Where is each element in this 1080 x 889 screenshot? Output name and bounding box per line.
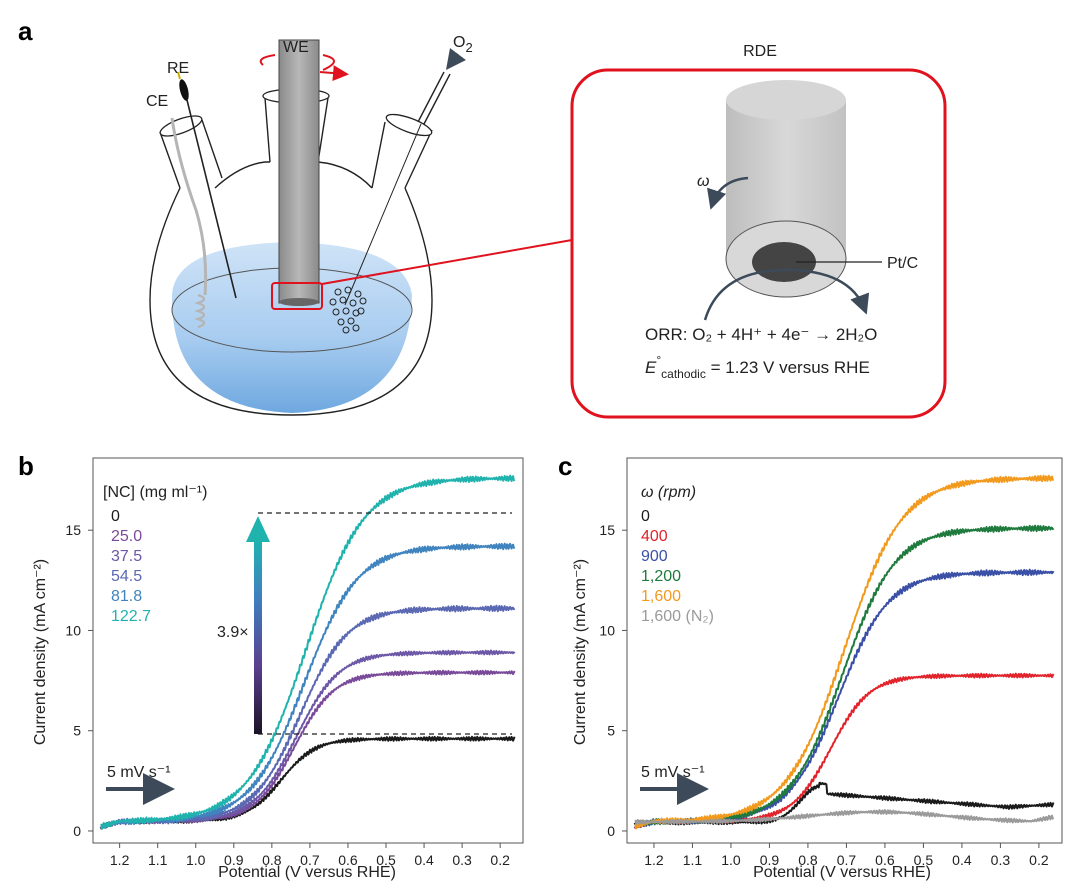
orr-equation: ORR: O₂ + 4H⁺ + 4e⁻ → 2H₂O: [645, 325, 877, 344]
legend-c-title: ω (rpm): [641, 484, 696, 501]
plot-frame-b: [92, 457, 524, 844]
chart-b-ylabel: Current density (mA cm⁻²): [32, 559, 49, 745]
x-tick-label-c-3: 0.9: [760, 852, 780, 868]
legend-c-entry-3: 1,200: [641, 568, 681, 585]
y-tick-label-c-0: 0: [607, 823, 615, 839]
electrode-tip-highlight: [271, 282, 323, 310]
x-tick-label-b-2: 1.0: [186, 852, 206, 868]
x-tick-label-c-1: 1.1: [683, 852, 703, 868]
we-label: WE: [283, 39, 309, 56]
re-label: RE: [167, 60, 189, 77]
panel-a-letter: a: [18, 16, 33, 46]
legend-c-entry-0: 0: [641, 508, 650, 525]
y-tick-label-c-1: 5: [607, 723, 615, 739]
chart-b: 1.2 1.1 1.0 0.9 0.8 0.7 0.6 0.5 0.4 0.3 0.2 0 5 10 15: [65, 457, 524, 868]
ptc-label: Pt/C: [887, 255, 918, 272]
panel-b-letter: b: [18, 451, 34, 481]
y-tick-label-b-1: 5: [73, 723, 81, 739]
flow-arrow: [703, 268, 870, 321]
legend-b-entry-4: 81.8: [111, 588, 142, 605]
rotation-arrow: [259, 54, 335, 71]
omega-label: ω: [697, 173, 709, 190]
enhancement-arrow: 3.9×: [217, 512, 512, 735]
x-tick-label-c-9: 0.3: [991, 852, 1011, 868]
x-tick-label-b-5: 0.7: [300, 852, 320, 868]
x-tick-label-c-0: 1.2: [644, 852, 664, 868]
series-c-0: [633, 781, 1055, 826]
legend-b-entry-1: 25.0: [111, 528, 142, 545]
scan-rate-b: 5 mV s⁻¹: [106, 764, 175, 805]
x-tick-label-c-7: 0.5: [914, 852, 934, 868]
series-c-5: [634, 809, 1055, 825]
working-electrode-rod: [271, 39, 323, 310]
rde-inset: RDE Pt/C ω ORR: O₂ + 4H⁺ + 4e⁻ → 2H₂O E°…: [570, 43, 947, 419]
x-tick-label-b-9: 0.3: [452, 852, 472, 868]
counter-electrode: [170, 117, 208, 329]
series-b-5: [100, 474, 516, 830]
x-tick-label-c-6: 0.6: [875, 852, 895, 868]
legend-c-entry-2: 900: [641, 548, 668, 565]
legend-c-entry-1: 400: [641, 528, 668, 545]
x-tick-label-b-8: 0.4: [414, 852, 434, 868]
x-tick-label-c-4: 0.8: [798, 852, 818, 868]
series-b-1: [99, 669, 516, 829]
series-b-0: [99, 735, 516, 830]
chart-c-ylabel: Current density (mA cm⁻²): [572, 559, 589, 745]
omega-rotation-arrow: [707, 176, 749, 210]
rde-title: RDE: [743, 43, 777, 60]
panel-c-legend: ω (rpm) 0 400 900 1,200 1,600 1,600 (N₂): [641, 484, 714, 625]
series-c-4: [634, 474, 1055, 830]
legend-c-entry-4: 1,600: [641, 588, 681, 605]
y-tick-label-b-2: 10: [65, 622, 81, 638]
chart-c: 1.2 1.1 1.0 0.9 0.8 0.7 0.6 0.5 0.4 0.3 0.2 0 5 10 15: [599, 457, 1063, 868]
y-tick-label-c-2: 10: [599, 622, 615, 638]
x-tick-label-c-8: 0.4: [952, 852, 972, 868]
legend-b-entry-3: 54.5: [111, 568, 142, 585]
panel-b-legend: [NC] (mg ml⁻¹) 0 25.0 37.5 54.5 81.8 122…: [103, 484, 207, 625]
y-tick-label-c-3: 15: [599, 522, 615, 538]
chart-b-xlabel: Potential (V versus RHE): [218, 864, 396, 881]
panel-c-letter: c: [558, 451, 572, 481]
plot-frame-c: [626, 457, 1063, 844]
legend-b-entry-2: 37.5: [111, 548, 142, 565]
x-tick-label-b-0: 1.2: [110, 852, 130, 868]
x-tick-label-b-1: 1.1: [148, 852, 168, 868]
legend-b-entry-5: 122.7: [111, 608, 151, 625]
enhancement-label: 3.9×: [217, 624, 249, 641]
scan-rate-b-label: 5 mV s⁻¹: [107, 764, 171, 781]
y-tick-label-b-3: 15: [65, 522, 81, 538]
series-b-4: [100, 542, 516, 830]
ce-label: CE: [146, 93, 168, 110]
x-tick-label-b-6: 0.6: [338, 852, 358, 868]
scan-rate-c: 5 mV s⁻¹: [640, 764, 709, 805]
legend-b-title: [NC] (mg ml⁻¹): [103, 484, 207, 501]
oxygen-inlet-tube: [344, 48, 466, 306]
zoom-connector-line: [321, 239, 573, 285]
o2-label: O2: [453, 34, 473, 55]
chart-c-xlabel: Potential (V versus RHE): [753, 864, 931, 881]
x-tick-label-b-7: 0.5: [376, 852, 396, 868]
x-tick-label-b-4: 0.8: [262, 852, 282, 868]
x-tick-label-b-3: 0.9: [224, 852, 244, 868]
oxygen-bubbles: [329, 286, 367, 334]
x-tick-label-c-2: 1.0: [721, 852, 741, 868]
y-tick-label-b-0: 0: [73, 823, 81, 839]
legend-b-entry-0: 0: [111, 508, 120, 525]
legend-c-entry-5: 1,600 (N₂): [641, 608, 714, 625]
cathodic-potential: E°cathodic = 1.23 V versus RHE: [645, 353, 870, 381]
x-tick-label-b-10: 0.2: [490, 852, 510, 868]
x-tick-label-c-5: 0.7: [837, 852, 857, 868]
x-tick-label-c-10: 0.2: [1029, 852, 1049, 868]
reference-electrode: [177, 71, 237, 299]
scan-rate-c-label: 5 mV s⁻¹: [641, 764, 705, 781]
